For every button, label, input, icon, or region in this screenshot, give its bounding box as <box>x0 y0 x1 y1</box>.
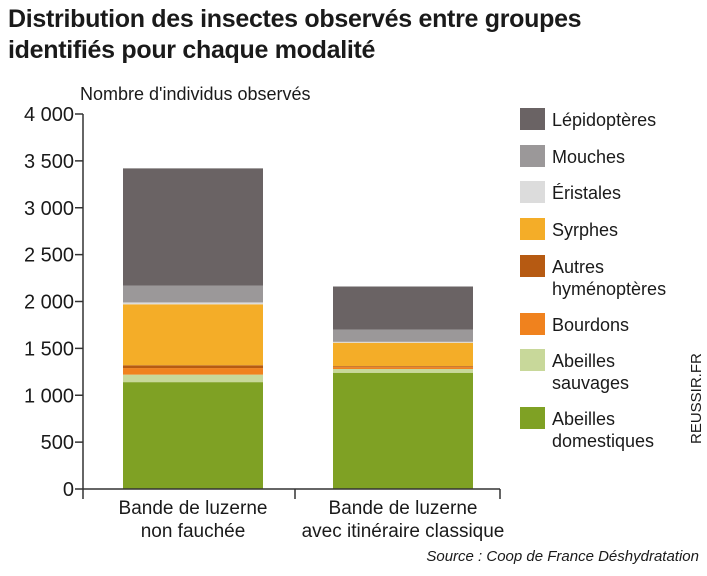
legend-label-bourdons-line-1: Bourdons <box>552 315 629 335</box>
legend-label-abeilles-sauvages-line-1: Abeilles <box>552 351 615 371</box>
bar-segment-2--ristales <box>333 341 473 343</box>
legend-label--ristales-line-1: Éristales <box>552 183 621 203</box>
legend-label-l-pidopt-res-line-1: Lépidoptères <box>552 110 656 130</box>
chart-title-line-2: identifiés pour chaque modalité <box>8 36 376 64</box>
legend-swatch--ristales <box>520 181 545 203</box>
y-tick-label-4000: 4 000 <box>24 104 74 126</box>
legend-label-autres-hym-nopt-res-line-1: Autres <box>552 257 604 277</box>
legend-swatch-abeilles-domestiques <box>520 407 545 429</box>
legend-label-mouches-line-1: Mouches <box>552 147 625 167</box>
legend-swatch-l-pidopt-res <box>520 108 545 130</box>
y-tick-label-3000: 3 000 <box>24 198 74 220</box>
bar-segment-1-mouches <box>123 285 263 303</box>
chart-title-line-1: Distribution des insectes observés entre… <box>8 5 582 33</box>
bar-segment-2-l-pidopt-res <box>333 286 473 330</box>
y-tick-label-2000: 2 000 <box>24 292 74 314</box>
bar-segment-2-bourdons <box>333 367 473 369</box>
bar-segment-1-abeilles-sauvages <box>123 374 263 383</box>
legend-swatch-autres-hym-nopt-res <box>520 255 545 277</box>
chart-title: Distribution des insectes observés entre… <box>8 4 698 66</box>
bar-segment-1-l-pidopt-res <box>123 168 263 286</box>
legend-swatch-mouches <box>520 145 545 167</box>
x-tick-label-2-line-2: avec itinéraire classique <box>302 521 505 542</box>
y-tick-label-0: 0 <box>63 479 74 501</box>
legend-label-syrphes-line-1: Syrphes <box>552 220 618 240</box>
y-tick-label-500: 500 <box>41 432 74 454</box>
legend-label-abeilles-domestiques-line-2: domestiques <box>552 431 654 451</box>
bar-segment-1-syrphes <box>123 304 263 366</box>
bar-segment-2-syrphes <box>333 342 473 367</box>
x-tick-label-1-line-1: Bande de luzerne <box>119 498 268 519</box>
bar-segment-1-bourdons <box>123 368 263 375</box>
x-tick-label-2-line-1: Bande de luzerne <box>329 498 478 519</box>
source-note: Source : Coop de France Déshydratation <box>426 548 699 565</box>
credit-watermark: REUSSIR.FR <box>688 353 705 444</box>
x-tick-label-1-line-2: non fauchée <box>141 521 246 542</box>
bar-segment-2-autres-hym-nopt-res <box>333 366 473 368</box>
legend-swatch-bourdons <box>520 313 545 335</box>
legend-swatch-syrphes <box>520 218 545 240</box>
legend-label-autres-hym-nopt-res-line-2: hyménoptères <box>552 279 666 299</box>
bar-segment-1--ristales <box>123 302 263 305</box>
y-axis-label: Nombre d'individus observés <box>80 84 311 104</box>
y-tick-label-1500: 1 500 <box>24 338 74 360</box>
y-tick-label-1000: 1 000 <box>24 385 74 407</box>
y-tick-label-3500: 3 500 <box>24 151 74 173</box>
bar-segment-2-abeilles-sauvages <box>333 369 473 373</box>
legend-swatch-abeilles-sauvages <box>520 349 545 371</box>
bar-segment-2-mouches <box>333 329 473 342</box>
y-tick-label-2500: 2 500 <box>24 245 74 267</box>
legend-label-abeilles-sauvages-line-2: sauvages <box>552 373 629 393</box>
bar-segment-1-autres-hym-nopt-res <box>123 365 263 369</box>
bar-segment-1-abeilles-domestiques <box>123 382 263 489</box>
legend-label-abeilles-domestiques-line-1: Abeilles <box>552 409 615 429</box>
bar-segment-2-abeilles-domestiques <box>333 372 473 489</box>
